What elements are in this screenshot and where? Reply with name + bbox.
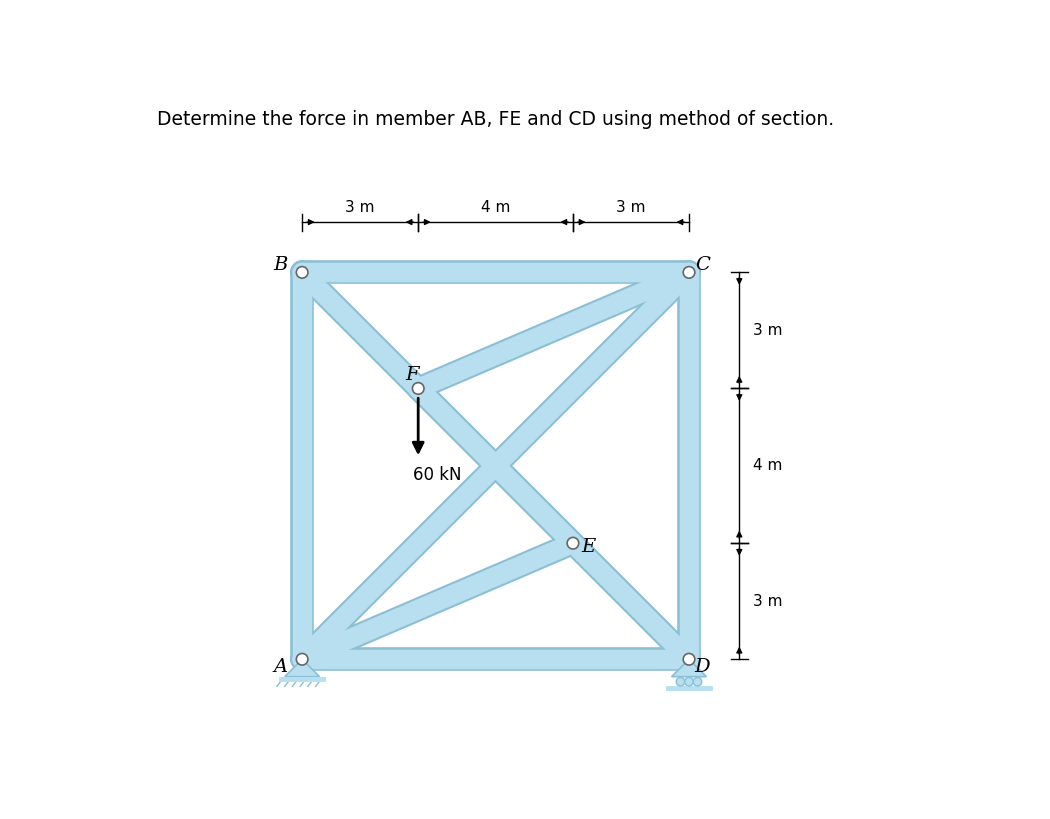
Text: 3 m: 3 m (753, 594, 782, 609)
Polygon shape (672, 659, 707, 676)
Text: F: F (405, 366, 419, 384)
Text: 3 m: 3 m (345, 200, 375, 215)
Text: 3 m: 3 m (616, 200, 646, 215)
Text: A: A (274, 658, 288, 676)
Circle shape (413, 382, 424, 394)
Circle shape (567, 537, 579, 549)
Text: D: D (695, 658, 711, 676)
Circle shape (693, 677, 701, 686)
Circle shape (685, 677, 693, 686)
Text: C: C (695, 256, 710, 274)
Polygon shape (285, 659, 319, 676)
Text: 4 m: 4 m (753, 459, 782, 473)
Circle shape (684, 266, 695, 278)
Circle shape (296, 654, 308, 665)
Circle shape (296, 266, 308, 278)
Circle shape (684, 654, 695, 665)
Circle shape (676, 677, 685, 686)
Text: 60 kN: 60 kN (414, 466, 462, 484)
Text: 4 m: 4 m (481, 200, 510, 215)
Text: Determine the force in member AB, FE and CD using method of section.: Determine the force in member AB, FE and… (158, 110, 834, 129)
Text: 3 m: 3 m (753, 323, 782, 338)
Text: B: B (274, 256, 288, 274)
Text: E: E (582, 538, 595, 556)
